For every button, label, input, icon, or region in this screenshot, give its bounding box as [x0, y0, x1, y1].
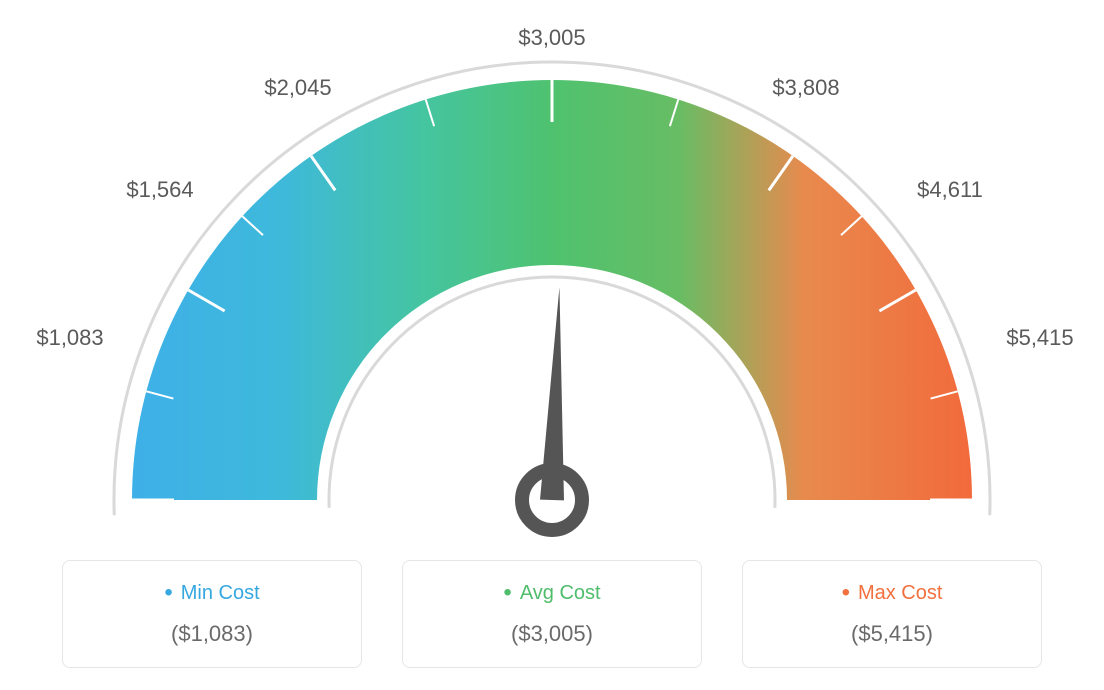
gauge-tick-label: $1,083: [36, 325, 103, 351]
legend-card: Max Cost ($5,415): [742, 560, 1042, 668]
legend-card: Avg Cost ($3,005): [402, 560, 702, 668]
legend-value: ($5,415): [753, 621, 1031, 647]
gauge-tick-label: $3,808: [772, 75, 839, 101]
legend-value: ($3,005): [413, 621, 691, 647]
gauge-chart: $1,083 $1,564 $2,045 $3,005 $3,808 $4,611 $5,4…: [20, 20, 1084, 540]
gauge-tick-label: $4,611: [917, 177, 983, 203]
legend-card: Min Cost ($1,083): [62, 560, 362, 668]
gauge-svg: [20, 20, 1084, 540]
legend-row: Min Cost ($1,083) Avg Cost ($3,005) Max Cost…: [20, 560, 1084, 668]
legend-title: Avg Cost: [413, 579, 691, 607]
gauge-tick-label: $5,415: [1006, 325, 1073, 351]
legend-title: Max Cost: [753, 579, 1031, 607]
legend-title: Min Cost: [73, 579, 351, 607]
gauge-tick-label: $3,005: [518, 25, 585, 51]
gauge-tick-label: $2,045: [264, 75, 331, 101]
legend-value: ($1,083): [73, 621, 351, 647]
gauge-tick-label: $1,564: [126, 177, 193, 203]
